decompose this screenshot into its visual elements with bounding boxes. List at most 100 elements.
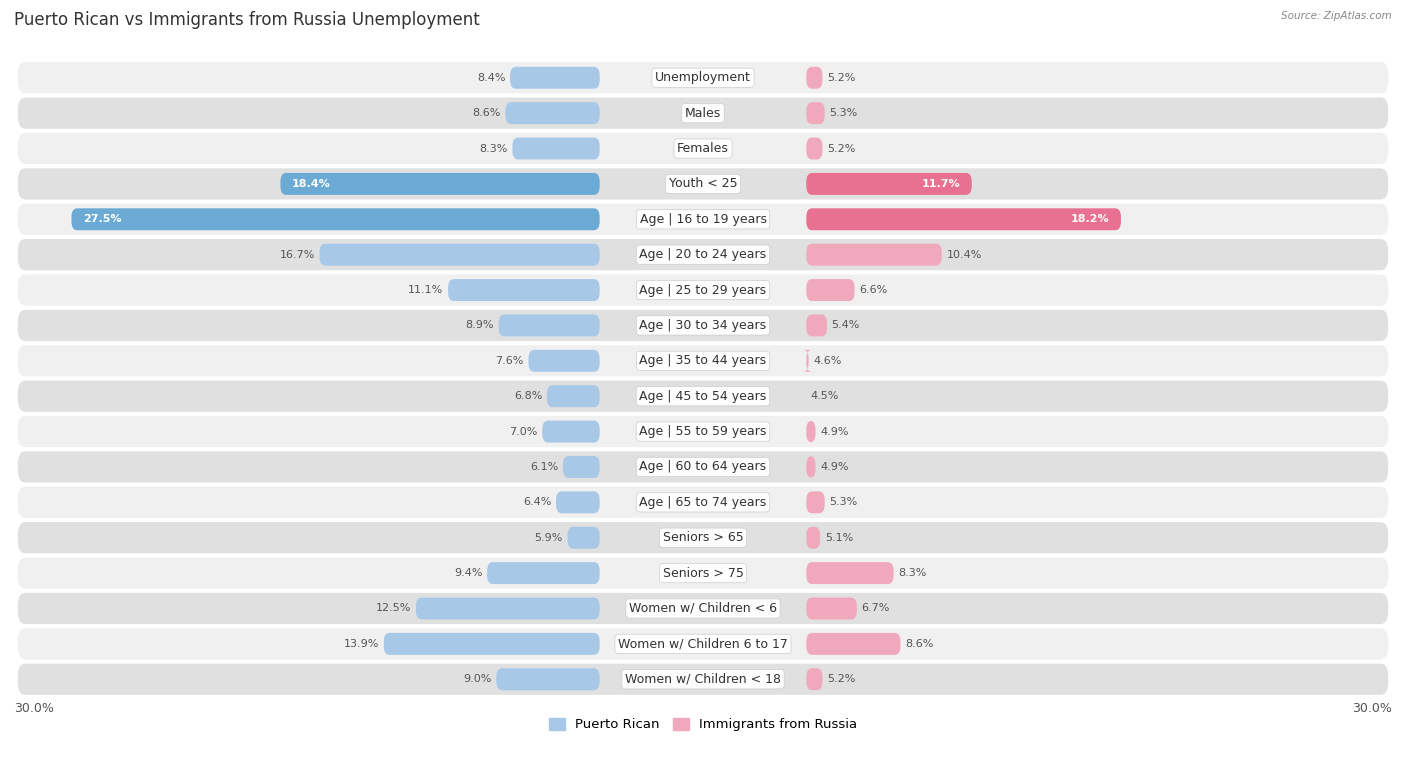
FancyBboxPatch shape [807,244,942,266]
Text: 8.3%: 8.3% [479,144,508,154]
Text: Age | 35 to 44 years: Age | 35 to 44 years [640,354,766,367]
FancyBboxPatch shape [807,208,1121,230]
FancyBboxPatch shape [562,456,599,478]
Text: 30.0%: 30.0% [1353,702,1392,715]
Text: Seniors > 65: Seniors > 65 [662,531,744,544]
FancyBboxPatch shape [807,102,825,124]
FancyBboxPatch shape [496,668,599,690]
Text: 13.9%: 13.9% [344,639,380,649]
FancyBboxPatch shape [807,456,815,478]
FancyBboxPatch shape [449,279,599,301]
Text: 5.9%: 5.9% [534,533,562,543]
Text: 16.7%: 16.7% [280,250,315,260]
Text: Women w/ Children < 6: Women w/ Children < 6 [628,602,778,615]
Text: 5.4%: 5.4% [831,320,860,330]
Text: 7.0%: 7.0% [509,427,537,437]
Text: 4.9%: 4.9% [820,462,849,472]
FancyBboxPatch shape [529,350,599,372]
Text: 5.2%: 5.2% [827,73,855,83]
FancyBboxPatch shape [803,350,813,372]
Text: 27.5%: 27.5% [83,214,121,224]
Text: 5.2%: 5.2% [827,144,855,154]
FancyBboxPatch shape [17,556,1389,590]
Text: 6.6%: 6.6% [859,285,887,295]
Text: Age | 30 to 34 years: Age | 30 to 34 years [640,319,766,332]
Text: 6.8%: 6.8% [513,391,543,401]
FancyBboxPatch shape [807,138,823,160]
FancyBboxPatch shape [17,202,1389,236]
FancyBboxPatch shape [17,379,1389,413]
FancyBboxPatch shape [17,627,1389,661]
FancyBboxPatch shape [510,67,599,89]
FancyBboxPatch shape [17,344,1389,378]
Text: 11.1%: 11.1% [408,285,443,295]
Text: Seniors > 75: Seniors > 75 [662,566,744,580]
Text: 11.7%: 11.7% [921,179,960,189]
FancyBboxPatch shape [416,597,599,619]
FancyBboxPatch shape [17,167,1389,201]
FancyBboxPatch shape [17,132,1389,166]
Text: Males: Males [685,107,721,120]
Text: Women w/ Children < 18: Women w/ Children < 18 [626,673,780,686]
Text: Youth < 25: Youth < 25 [669,177,737,191]
FancyBboxPatch shape [543,421,599,443]
Text: 8.4%: 8.4% [477,73,506,83]
FancyBboxPatch shape [499,314,599,336]
Text: 8.6%: 8.6% [905,639,934,649]
Text: Age | 45 to 54 years: Age | 45 to 54 years [640,390,766,403]
FancyBboxPatch shape [547,385,599,407]
FancyBboxPatch shape [17,450,1389,484]
FancyBboxPatch shape [486,562,599,584]
Text: 5.3%: 5.3% [830,108,858,118]
FancyBboxPatch shape [807,314,827,336]
Text: 30.0%: 30.0% [14,702,53,715]
Text: 12.5%: 12.5% [375,603,412,613]
FancyBboxPatch shape [17,415,1389,449]
Text: Age | 20 to 24 years: Age | 20 to 24 years [640,248,766,261]
FancyBboxPatch shape [555,491,599,513]
FancyBboxPatch shape [807,527,820,549]
Legend: Puerto Rican, Immigrants from Russia: Puerto Rican, Immigrants from Russia [544,712,862,737]
Text: 5.1%: 5.1% [825,533,853,543]
Text: Age | 55 to 59 years: Age | 55 to 59 years [640,425,766,438]
Text: 4.5%: 4.5% [811,391,839,401]
FancyBboxPatch shape [807,562,894,584]
FancyBboxPatch shape [280,173,599,195]
Text: 9.0%: 9.0% [464,674,492,684]
FancyBboxPatch shape [72,208,599,230]
Text: 8.6%: 8.6% [472,108,501,118]
FancyBboxPatch shape [807,279,855,301]
FancyBboxPatch shape [807,491,825,513]
Text: Age | 60 to 64 years: Age | 60 to 64 years [640,460,766,473]
Text: 4.6%: 4.6% [813,356,842,366]
FancyBboxPatch shape [17,308,1389,342]
Text: Unemployment: Unemployment [655,71,751,84]
FancyBboxPatch shape [568,527,599,549]
Text: 18.4%: 18.4% [292,179,330,189]
Text: 18.2%: 18.2% [1071,214,1109,224]
FancyBboxPatch shape [17,96,1389,130]
Text: Females: Females [678,142,728,155]
FancyBboxPatch shape [512,138,599,160]
Text: 4.9%: 4.9% [820,427,849,437]
Text: Age | 25 to 29 years: Age | 25 to 29 years [640,284,766,297]
Text: Women w/ Children 6 to 17: Women w/ Children 6 to 17 [619,637,787,650]
Text: Puerto Rican vs Immigrants from Russia Unemployment: Puerto Rican vs Immigrants from Russia U… [14,11,479,30]
FancyBboxPatch shape [17,591,1389,625]
FancyBboxPatch shape [384,633,599,655]
Text: Age | 16 to 19 years: Age | 16 to 19 years [640,213,766,226]
FancyBboxPatch shape [17,485,1389,519]
Text: 6.4%: 6.4% [523,497,551,507]
Text: 7.6%: 7.6% [495,356,524,366]
Text: Age | 65 to 74 years: Age | 65 to 74 years [640,496,766,509]
Text: 5.2%: 5.2% [827,674,855,684]
Text: 5.3%: 5.3% [830,497,858,507]
FancyBboxPatch shape [807,421,815,443]
FancyBboxPatch shape [807,67,823,89]
Text: 8.3%: 8.3% [898,568,927,578]
FancyBboxPatch shape [17,521,1389,555]
FancyBboxPatch shape [807,173,972,195]
Text: 9.4%: 9.4% [454,568,482,578]
FancyBboxPatch shape [17,238,1389,272]
FancyBboxPatch shape [17,273,1389,307]
